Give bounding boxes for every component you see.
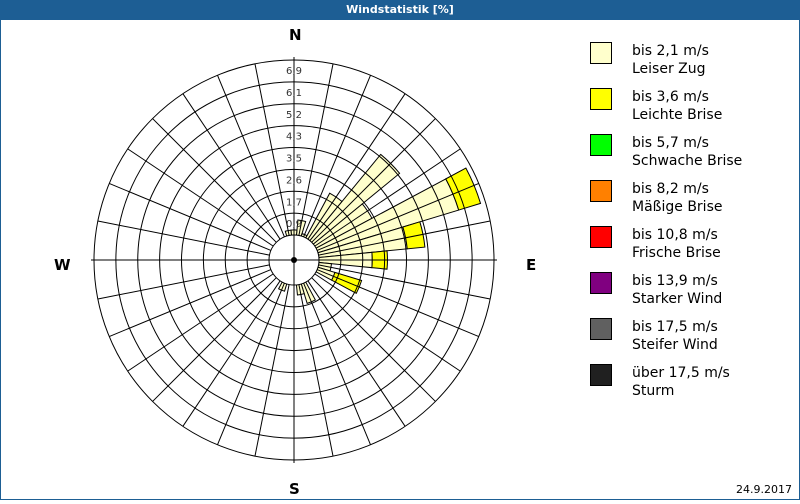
svg-text:1,7: 1,7 <box>286 197 302 208</box>
legend-swatch <box>590 180 612 202</box>
legend-label: bis 17,5 m/s Steifer Wind <box>632 319 718 353</box>
svg-text:4,3: 4,3 <box>286 132 302 143</box>
legend-label: bis 2,1 m/s Leiser Zug <box>632 43 709 77</box>
wind-bar <box>445 167 482 211</box>
legend-item: bis 3,6 m/s Leichte Brise <box>590 88 790 134</box>
legend-item: bis 8,2 m/s Mäßige Brise <box>590 180 790 226</box>
legend: bis 2,1 m/s Leiser Zug bis 3,6 m/s Leichte … <box>590 42 790 410</box>
legend-label: bis 3,6 m/s Leichte Brise <box>632 89 723 123</box>
compass-north: N <box>289 26 302 44</box>
svg-text:6,9: 6,9 <box>286 66 302 77</box>
legend-label: bis 10,8 m/s Frische Brise <box>632 227 721 261</box>
legend-swatch <box>590 226 612 248</box>
window-title: Windstatistik [%] <box>0 0 800 20</box>
legend-swatch <box>590 318 612 340</box>
compass-west: W <box>54 256 71 274</box>
date-label: 24.9.2017 <box>736 483 792 496</box>
legend-swatch <box>590 42 612 64</box>
svg-text:5,2: 5,2 <box>286 110 302 121</box>
legend-swatch <box>590 364 612 386</box>
legend-label: über 17,5 m/s Sturm <box>632 365 730 399</box>
legend-swatch <box>590 272 612 294</box>
svg-text:0,9: 0,9 <box>286 219 302 230</box>
wind-bar <box>402 221 426 250</box>
compass-south: S <box>289 480 300 498</box>
legend-label: bis 5,7 m/s Schwache Brise <box>632 135 743 169</box>
compass-east: E <box>526 256 537 274</box>
wind-rose-chart: 0,9 1,7 2,6 3,5 4,3 5,2 6,1 6,9 N E S W <box>0 20 590 500</box>
wind-bar <box>331 271 363 294</box>
legend-item: über 17,5 m/s Sturm <box>590 364 790 410</box>
svg-text:3,5: 3,5 <box>286 154 302 165</box>
legend-item: bis 5,7 m/s Schwache Brise <box>590 134 790 180</box>
legend-label: bis 13,9 m/s Starker Wind <box>632 273 723 307</box>
legend-item: bis 13,9 m/s Starker Wind <box>590 272 790 318</box>
svg-text:6,1: 6,1 <box>286 88 302 99</box>
legend-label: bis 8,2 m/s Mäßige Brise <box>632 181 723 215</box>
wind-rose-svg: 0,9 1,7 2,6 3,5 4,3 5,2 6,1 6,9 <box>91 57 497 463</box>
legend-swatch <box>590 88 612 110</box>
legend-item: bis 17,5 m/s Steifer Wind <box>590 318 790 364</box>
legend-item: bis 10,8 m/s Frische Brise <box>590 226 790 272</box>
legend-item: bis 2,1 m/s Leiser Zug <box>590 42 790 88</box>
legend-swatch <box>590 134 612 156</box>
svg-text:2,6: 2,6 <box>286 175 302 186</box>
